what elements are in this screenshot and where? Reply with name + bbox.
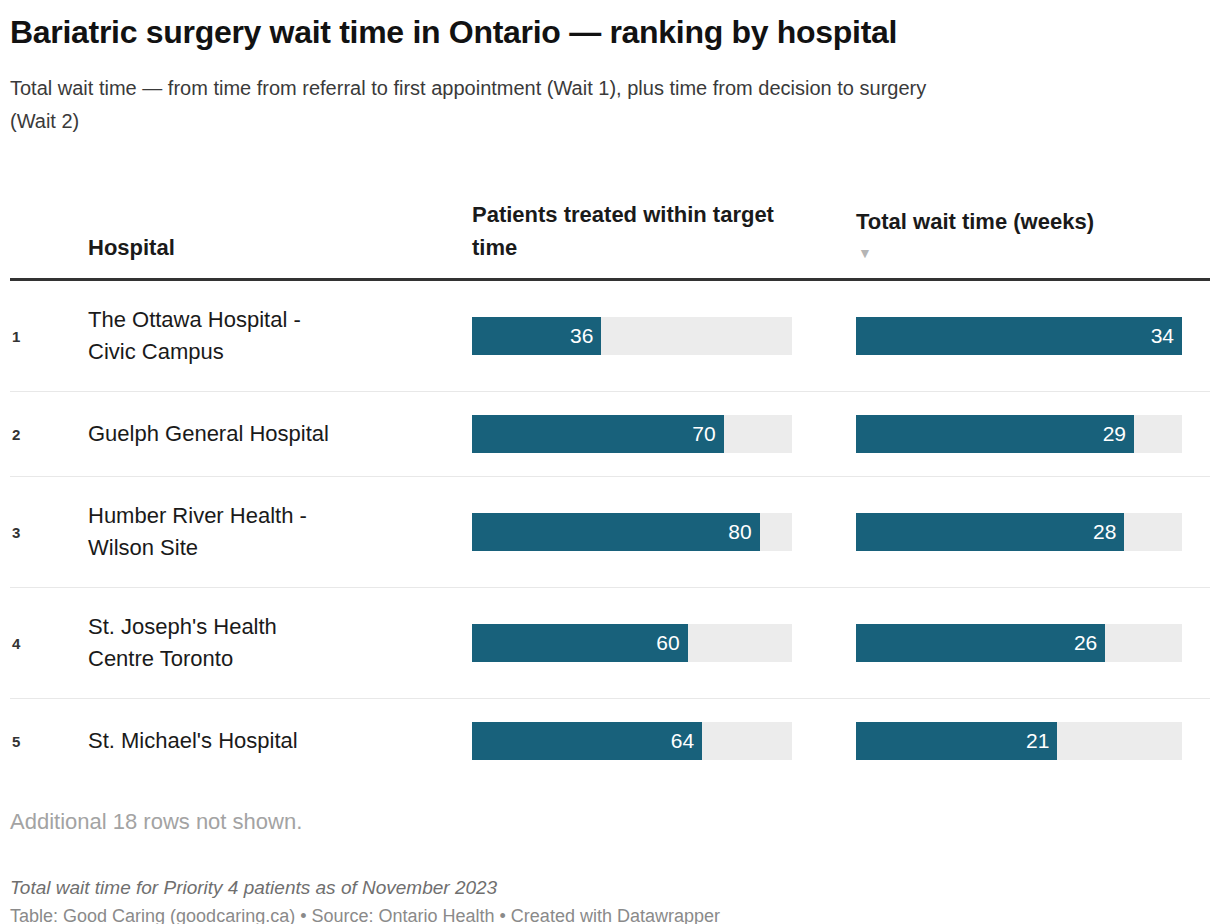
wait-bar-value: 26 (1074, 631, 1105, 655)
column-header-treated[interactable]: Patients treated within target time (472, 198, 792, 264)
wait-bar-cell: 26 (856, 624, 1182, 662)
treated-bar-track: 70 (472, 415, 792, 453)
wait-bar-track: 26 (856, 624, 1182, 662)
table-row: 4 St. Joseph's Health Centre Toronto 60 … (10, 587, 1210, 698)
datawrapper-table-chart: Bariatric surgery wait time in Ontario —… (0, 0, 1220, 924)
table-row: 5 St. Michael's Hospital 64 21 (10, 698, 1210, 783)
chart-description: Total wait time — from time from referra… (10, 72, 970, 138)
table-header-row: Hospital Patients treated within target … (10, 198, 1210, 281)
row-hospital-name: Guelph General Hospital (88, 418, 472, 450)
treated-bar-cell: 80 (472, 513, 792, 551)
treated-bar-fill: 36 (472, 317, 601, 355)
wait-bar-track: 28 (856, 513, 1182, 551)
treated-bar-cell: 70 (472, 415, 792, 453)
treated-bar-fill: 64 (472, 722, 702, 760)
row-rank: 5 (10, 733, 88, 750)
treated-bar-fill: 80 (472, 513, 760, 551)
treated-bar-value: 64 (671, 729, 702, 753)
row-rank: 1 (10, 328, 88, 345)
treated-bar-track: 36 (472, 317, 792, 355)
wait-bar-value: 21 (1026, 729, 1057, 753)
treated-bar-cell: 64 (472, 722, 792, 760)
column-header-wait-label: Total wait time (weeks) (856, 209, 1094, 234)
wait-bar-fill: 26 (856, 624, 1105, 662)
treated-bar-value: 60 (656, 631, 687, 655)
treated-bar-track: 64 (472, 722, 792, 760)
column-header-wait[interactable]: Total wait time (weeks) ▼ (856, 205, 1182, 264)
wait-bar-value: 29 (1103, 422, 1134, 446)
treated-bar-track: 60 (472, 624, 792, 662)
table-row: 3 Humber River Health - Wilson Site 80 2… (10, 476, 1210, 587)
source-byline: Table: Good Caring (goodcaring.ca) • Sou… (10, 906, 1210, 924)
table-body: 1 The Ottawa Hospital - Civic Campus 36 … (10, 281, 1210, 783)
table-row: 1 The Ottawa Hospital - Civic Campus 36 … (10, 281, 1210, 391)
wait-bar-cell: 21 (856, 722, 1182, 760)
row-hospital-name: St. Joseph's Health Centre Toronto (88, 611, 472, 675)
wait-bar-cell: 34 (856, 317, 1182, 355)
row-hospital-name: Humber River Health - Wilson Site (88, 500, 472, 564)
wait-bar-track: 21 (856, 722, 1182, 760)
treated-bar-fill: 60 (472, 624, 688, 662)
wait-bar-fill: 21 (856, 722, 1057, 760)
column-header-hospital[interactable]: Hospital (88, 231, 472, 264)
wait-bar-cell: 29 (856, 415, 1182, 453)
table-row: 2 Guelph General Hospital 70 29 (10, 391, 1210, 476)
chart-title: Bariatric surgery wait time in Ontario —… (10, 12, 1210, 52)
ranking-table: Hospital Patients treated within target … (10, 198, 1210, 783)
treated-bar-value: 36 (570, 324, 601, 348)
treated-bar-value: 70 (692, 422, 723, 446)
chart-footnote: Total wait time for Priority 4 patients … (10, 877, 1210, 899)
treated-bar-fill: 70 (472, 415, 724, 453)
row-rank: 3 (10, 524, 88, 541)
treated-bar-track: 80 (472, 513, 792, 551)
treated-bar-value: 80 (728, 520, 759, 544)
treated-bar-cell: 60 (472, 624, 792, 662)
wait-bar-cell: 28 (856, 513, 1182, 551)
wait-bar-track: 34 (856, 317, 1182, 355)
rows-not-shown-note: Additional 18 rows not shown. (10, 809, 1210, 835)
row-rank: 4 (10, 635, 88, 652)
wait-bar-value: 28 (1093, 520, 1124, 544)
wait-bar-fill: 28 (856, 513, 1124, 551)
wait-bar-fill: 34 (856, 317, 1182, 355)
wait-bar-track: 29 (856, 415, 1182, 453)
row-hospital-name: The Ottawa Hospital - Civic Campus (88, 304, 472, 368)
sort-descending-icon: ▼ (858, 242, 1182, 264)
row-rank: 2 (10, 426, 88, 443)
row-hospital-name: St. Michael's Hospital (88, 725, 472, 757)
wait-bar-fill: 29 (856, 415, 1134, 453)
treated-bar-cell: 36 (472, 317, 792, 355)
wait-bar-value: 34 (1151, 324, 1182, 348)
